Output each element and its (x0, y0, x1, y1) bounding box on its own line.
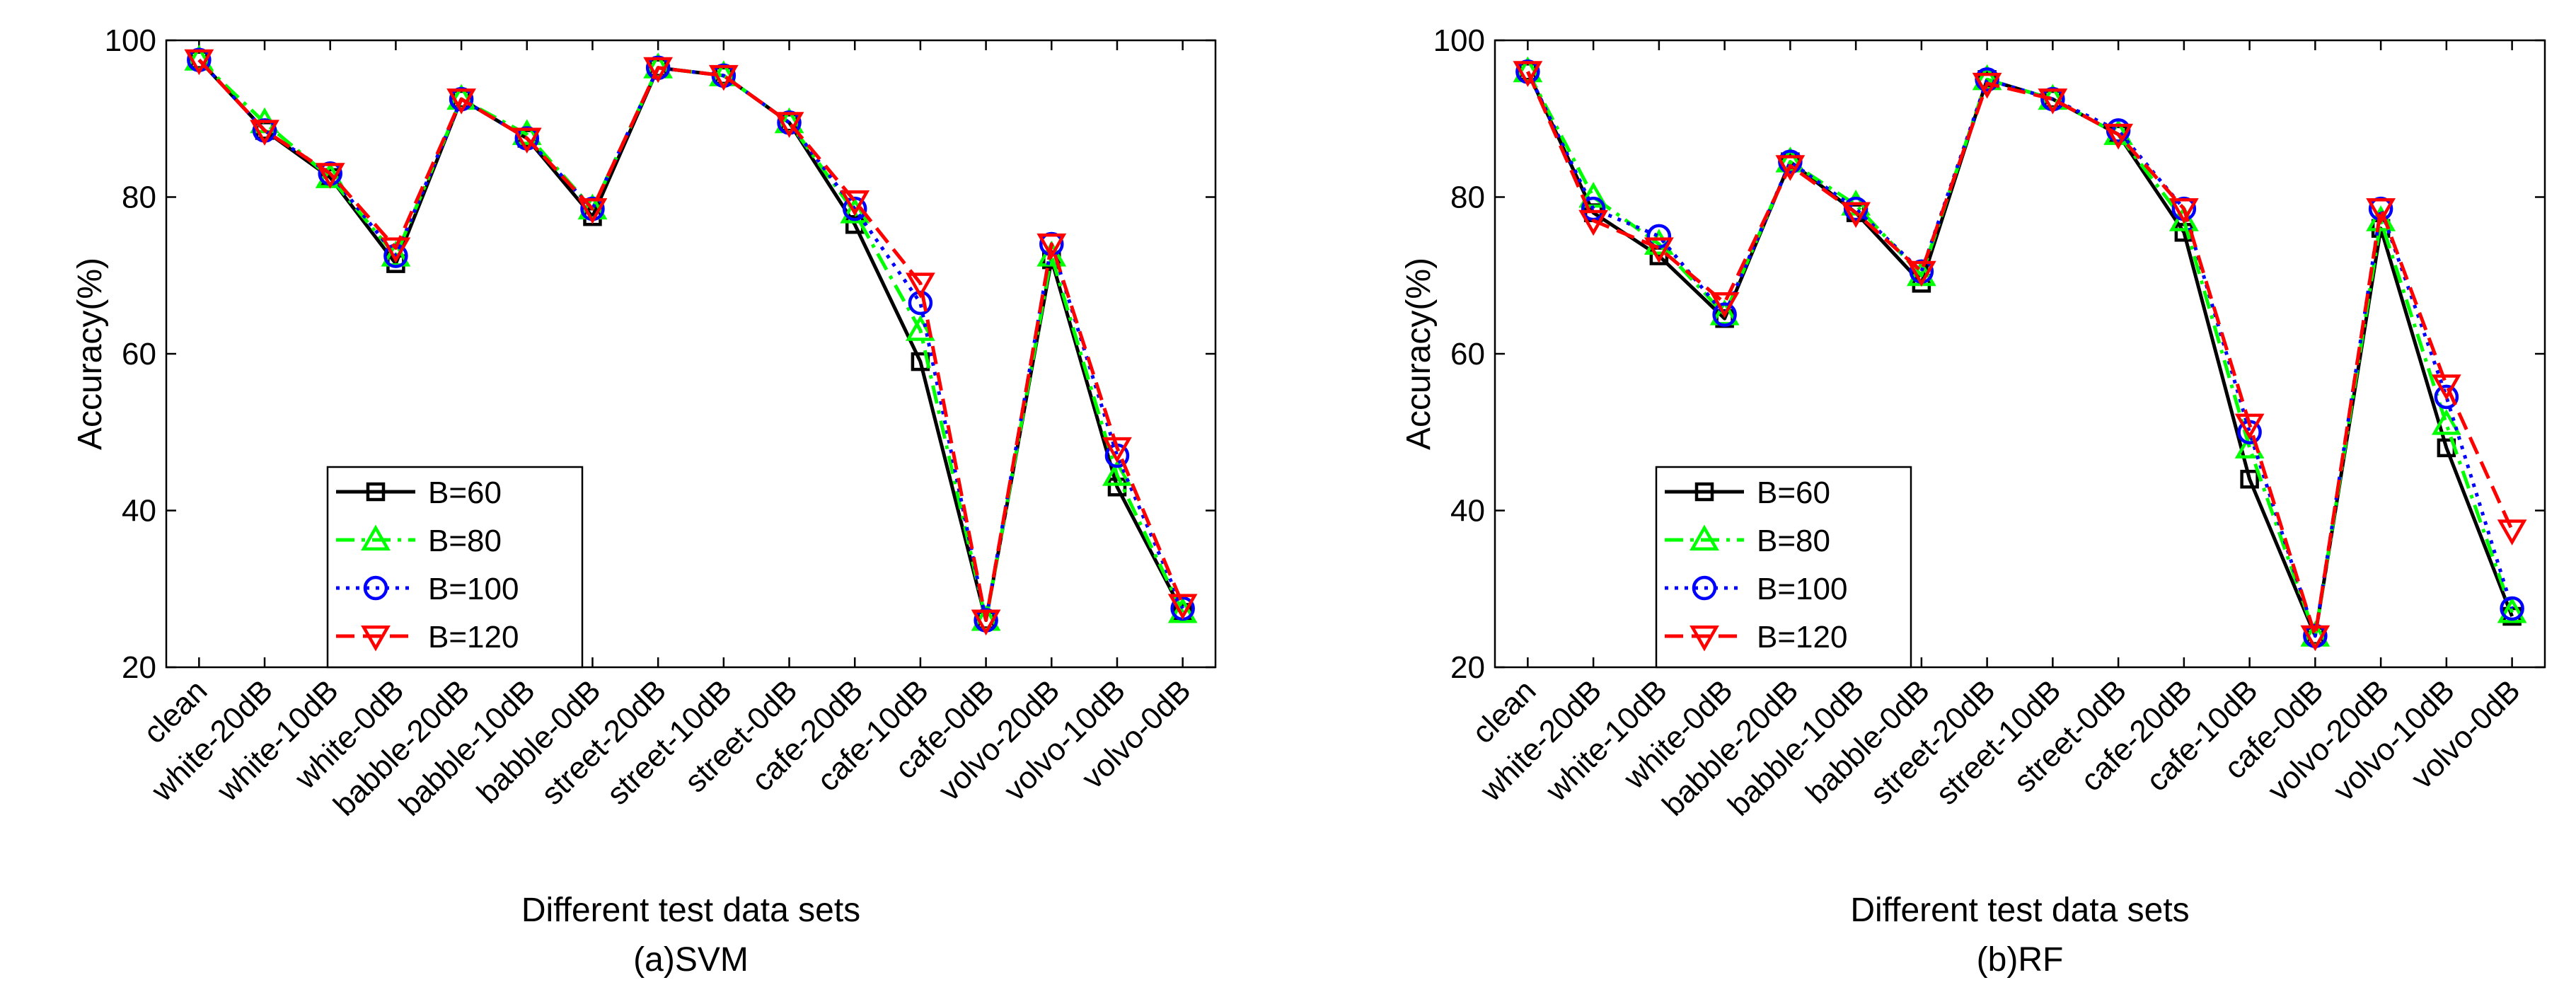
chart-panel-1: 20406080100cleanwhite-20dBwhite-10dBwhit… (71, 23, 1217, 979)
y-tick-label: 80 (122, 180, 156, 215)
data-point (1167, 597, 1198, 623)
data-point (1644, 229, 1674, 255)
data-point (1102, 460, 1132, 486)
legend-label: B=100 (1757, 572, 1847, 606)
data-point (1578, 209, 1609, 236)
x-axis-label: Different test data sets (521, 892, 860, 929)
legend-marker (1692, 575, 1717, 601)
data-point (1036, 233, 1067, 260)
data-point (381, 237, 411, 264)
series-line (1526, 71, 2514, 638)
axes-frame (1494, 39, 2546, 669)
data-point (2038, 88, 2068, 115)
data-point (2434, 384, 2459, 410)
data-point (2234, 413, 2265, 440)
data-point (512, 127, 542, 154)
series-B=120 (1513, 61, 2527, 652)
legend-label: B=120 (428, 620, 519, 655)
axes-frame (165, 39, 1217, 669)
legend-marker (363, 575, 388, 601)
data-point (1906, 260, 1936, 287)
x-axis-label: Different test data sets (1850, 892, 2189, 929)
chart-caption: (a)SVM (633, 941, 749, 979)
legend: B=60 B=80 B=100 B=120 (326, 466, 584, 669)
legend-label: B=60 (428, 476, 502, 510)
data-point (2497, 597, 2527, 623)
data-point (2168, 198, 2199, 224)
data-point (774, 112, 804, 138)
data-point (906, 315, 935, 341)
data-point (1644, 237, 1674, 264)
data-point (1775, 155, 1806, 181)
series-line (197, 58, 1184, 623)
legend-marker (1690, 524, 1719, 551)
data-point (2431, 374, 2461, 400)
data-point (2300, 625, 2330, 652)
data-point (184, 49, 214, 76)
y-axis-label: Accuracy(%) (1400, 258, 1438, 450)
legend-marker (366, 482, 386, 502)
legend: B=60 B=80 B=100 B=120 (1655, 466, 1912, 669)
data-point (906, 272, 935, 299)
data-point (1167, 594, 1198, 620)
data-point (2431, 409, 2461, 435)
data-point (250, 120, 279, 146)
legend-marker (361, 524, 391, 551)
data-point (446, 88, 476, 115)
data-point (2497, 519, 2527, 546)
y-tick-label: 60 (1450, 337, 1485, 371)
data-point (842, 196, 867, 221)
legend-label: B=60 (1757, 476, 1830, 510)
data-point (840, 190, 870, 217)
data-point (1841, 202, 1871, 229)
data-point (1972, 72, 2002, 99)
y-tick-label: 100 (1433, 23, 1485, 58)
y-tick-label: 20 (122, 650, 156, 685)
y-axis-label: Accuracy(%) (71, 258, 109, 450)
data-point (1709, 292, 1740, 318)
y-tick-label: 40 (1450, 494, 1485, 529)
legend-label: B=80 (1757, 524, 1830, 558)
series-line (1526, 71, 2514, 638)
y-tick-label: 60 (122, 337, 156, 371)
data-point (2366, 198, 2396, 224)
legend-marker (1690, 626, 1719, 652)
data-point (1102, 437, 1132, 463)
legend-label: B=80 (428, 524, 502, 558)
data-point (1712, 302, 1737, 327)
data-point (315, 163, 345, 189)
legend-label: B=120 (1757, 620, 1847, 655)
y-tick-label: 80 (1450, 180, 1485, 215)
chart-panel-2: 20406080100cleanwhite-20dBwhite-10dBwhit… (1400, 23, 2546, 979)
legend-label: B=100 (428, 572, 519, 606)
data-point (1513, 61, 1543, 87)
data-point (2240, 469, 2259, 489)
data-point (2103, 123, 2134, 150)
chart-caption: (b)RF (1977, 941, 2064, 979)
data-point (577, 198, 608, 224)
y-tick-label: 100 (105, 23, 156, 58)
data-point (643, 57, 674, 83)
data-point (971, 609, 1001, 636)
data-point (2500, 596, 2524, 621)
legend-marker (361, 626, 391, 652)
series-B=120 (184, 49, 1198, 636)
y-tick-label: 40 (122, 494, 156, 529)
data-point (708, 64, 739, 91)
legend-marker (1694, 482, 1714, 502)
y-tick-label: 20 (1450, 650, 1485, 685)
